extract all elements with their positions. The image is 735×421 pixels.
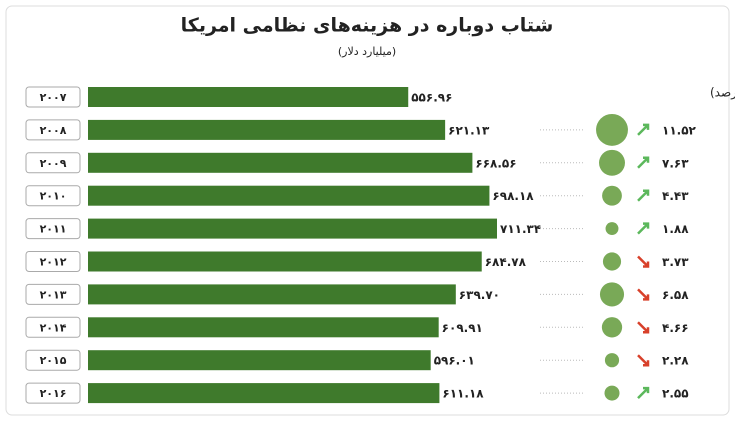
change-label: ۶.۵۸ — [662, 288, 689, 302]
year-label: ۲۰۰۸ — [40, 124, 67, 137]
year-box — [25, 86, 81, 108]
frame — [5, 5, 730, 416]
change-label: ۱.۸۸ — [662, 222, 689, 236]
year-label: ۲۰۱۲ — [40, 256, 67, 269]
bar — [88, 284, 456, 305]
bar — [88, 317, 439, 338]
year-box — [25, 251, 81, 272]
bar — [88, 350, 431, 371]
value-label: ۶۲۱.۱۳ — [448, 123, 490, 137]
change-circle — [596, 113, 628, 146]
value-label: ۶۸۴.۷۸ — [485, 255, 527, 269]
change-circle — [599, 282, 625, 307]
bar — [88, 87, 409, 107]
value-label: ۵۵۶.۹۶ — [411, 91, 452, 105]
change-circle — [599, 149, 625, 176]
year-label: ۲۰۱۶ — [40, 387, 67, 400]
year-label: ۲۰۱۰ — [40, 190, 67, 203]
change-circle — [604, 385, 620, 401]
chart-title: شتاب دوباره در هزینه‌های نظامی امریکا — [181, 15, 554, 37]
change-arrow — [637, 123, 650, 136]
change-arrow — [637, 321, 650, 334]
year-box — [25, 152, 81, 174]
change-label: ۱۱.۵۲ — [662, 123, 697, 137]
change-label: ۲.۵۵ — [662, 387, 689, 401]
value-label: ۶۹۸.۱۸ — [492, 189, 534, 203]
year-label: ۲۰۰۹ — [40, 157, 67, 170]
value-label: ۶۱۱.۱۸ — [442, 387, 484, 401]
bar — [88, 251, 482, 272]
value-label: ۶۳۹.۷۰ — [459, 288, 500, 302]
year-box — [25, 382, 81, 404]
change-arrow — [637, 354, 650, 367]
change-label: ۴.۴۳ — [662, 189, 689, 203]
change-arrow — [637, 255, 650, 268]
bar — [88, 152, 473, 173]
year-label: ۲۰۰۷ — [40, 91, 67, 104]
change-arrow — [637, 189, 650, 202]
change-circle — [605, 222, 619, 236]
year-box — [25, 349, 81, 371]
year-box — [25, 316, 81, 338]
value-label: ۶۰۹.۹۱ — [442, 321, 483, 335]
change-circle — [602, 185, 622, 206]
year-label: ۲۰۱۵ — [40, 354, 67, 367]
year-label: ۲۰۱۱ — [40, 223, 67, 236]
change-circle — [602, 252, 622, 271]
change-circle — [601, 317, 623, 338]
change-arrow — [637, 222, 650, 235]
bar — [88, 383, 440, 404]
change-label: ۴.۶۶ — [662, 321, 689, 335]
chart-subtitle: (میلیارد دلار) — [338, 45, 396, 58]
year-box — [25, 218, 81, 240]
change-label: ۳.۷۳ — [662, 255, 689, 269]
change-circle — [604, 353, 620, 368]
bar — [88, 218, 497, 239]
year-box — [25, 185, 81, 207]
value-label: ۶۶۸.۵۶ — [475, 156, 516, 170]
change-label: ۲.۲۸ — [662, 354, 689, 368]
bar — [88, 119, 446, 140]
year-box — [25, 283, 81, 305]
year-label: ۲۰۱۴ — [40, 321, 67, 334]
year-label: ۲۰۱۳ — [40, 288, 67, 301]
change-label: ۷.۶۳ — [662, 156, 689, 170]
bar — [88, 185, 490, 206]
value-label: ۷۱۱.۳۴ — [500, 222, 541, 236]
change-arrow — [637, 288, 650, 301]
year-box — [25, 119, 81, 141]
change-arrow — [637, 386, 650, 399]
change-arrow — [637, 156, 650, 169]
value-label: ۵۹۶.۰۱ — [434, 354, 475, 368]
change-header: تغییرات سالانه (درصد) — [710, 86, 735, 101]
